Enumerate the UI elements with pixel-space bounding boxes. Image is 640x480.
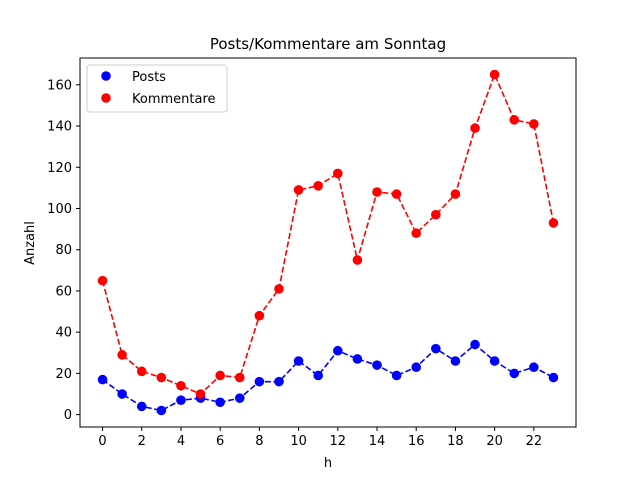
data-point-posts: [215, 397, 225, 408]
data-point-kommentare: [333, 168, 343, 179]
x-tick-label: 12: [330, 434, 347, 449]
x-tick-label: 6: [216, 434, 224, 449]
data-point-kommentare: [372, 187, 382, 197]
plot-frame: [79, 57, 577, 428]
x-tick-label: 0: [98, 434, 106, 449]
data-point-kommentare: [136, 366, 147, 377]
data-point-posts: [136, 401, 147, 412]
x-tick-label: 16: [408, 434, 425, 449]
legend-marker: [101, 71, 111, 81]
data-point-posts: [254, 376, 265, 387]
legend-label: Posts: [132, 70, 166, 85]
data-point-kommentare: [529, 119, 539, 129]
data-point-posts: [548, 372, 559, 383]
x-tick-label: 20: [486, 434, 503, 449]
data-point-posts: [352, 354, 363, 364]
y-tick-label: 120: [47, 161, 72, 176]
legend: Posts Kommentare: [86, 64, 228, 113]
data-point-posts: [450, 356, 461, 366]
data-point-kommentare: [470, 123, 480, 133]
data-point-kommentare: [234, 372, 245, 383]
data-point-posts: [156, 405, 167, 416]
data-point-kommentare: [176, 380, 186, 391]
data-point-posts: [509, 368, 520, 379]
data-point-posts: [333, 345, 343, 356]
x-tick-label: 10: [290, 434, 307, 449]
data-point-posts: [117, 389, 127, 399]
data-point-kommentare: [215, 370, 225, 381]
data-point-kommentare: [391, 189, 402, 199]
data-point-posts: [489, 356, 500, 366]
data-point-posts: [391, 370, 402, 381]
legend-box: [86, 64, 228, 113]
series-posts: [97, 339, 559, 416]
data-point-posts: [372, 360, 382, 370]
data-point-kommentare: [195, 389, 206, 399]
y-tick-label: 140: [47, 120, 72, 135]
x-axis: 0 2 4 6 8 10 12 14 16 18 20 22: [98, 427, 542, 449]
x-tick-label: 2: [138, 434, 146, 449]
x-tick-label: 4: [177, 434, 185, 449]
data-point-kommentare: [489, 69, 500, 80]
data-point-kommentare: [274, 284, 284, 294]
y-tick-label: 80: [55, 243, 72, 258]
data-point-kommentare: [97, 275, 108, 286]
legend-label: Kommentare: [132, 92, 216, 107]
data-point-posts: [293, 356, 304, 366]
data-point-posts: [176, 395, 186, 406]
x-tick-label: 8: [255, 434, 263, 449]
data-point-kommentare: [431, 209, 441, 220]
data-point-posts: [313, 370, 323, 381]
y-tick-label: 40: [55, 326, 72, 341]
data-point-kommentare: [548, 218, 559, 228]
legend-marker: [101, 93, 111, 103]
data-point-posts: [274, 376, 284, 387]
y-tick-label: 100: [47, 202, 72, 217]
series-line-kommentare: [101, 72, 555, 395]
data-point-kommentare: [313, 181, 323, 191]
data-point-kommentare: [450, 189, 461, 199]
data-point-kommentare: [509, 115, 520, 125]
data-point-kommentare: [117, 350, 127, 360]
data-point-kommentare: [293, 185, 304, 195]
data-point-posts: [431, 343, 441, 354]
y-tick-label: 0: [64, 408, 72, 423]
data-point-posts: [411, 362, 422, 373]
y-axis-label: Anzahl: [23, 221, 38, 265]
data-point-posts: [234, 393, 245, 403]
data-point-posts: [470, 339, 480, 350]
x-tick-label: 14: [369, 434, 386, 449]
y-tick-label: 160: [47, 78, 72, 93]
x-axis-label: h: [324, 456, 332, 471]
series-line-posts: [102, 343, 554, 412]
chart-title: Posts/Kommentare am Sonntag: [210, 35, 446, 53]
data-point-kommentare: [411, 228, 422, 239]
x-tick-label: 22: [526, 434, 543, 449]
data-point-kommentare: [254, 310, 265, 321]
y-tick-label: 20: [55, 367, 72, 382]
data-point-kommentare: [352, 255, 363, 265]
data-point-kommentare: [156, 372, 167, 383]
data-point-posts: [529, 362, 539, 373]
y-axis: 0 20 40 60 80 100 120 140 160: [47, 78, 80, 423]
data-point-posts: [97, 374, 108, 385]
series-kommentare: [97, 69, 559, 399]
plot-area: [97, 69, 559, 416]
y-tick-label: 60: [55, 284, 72, 299]
x-tick-label: 18: [447, 434, 464, 449]
